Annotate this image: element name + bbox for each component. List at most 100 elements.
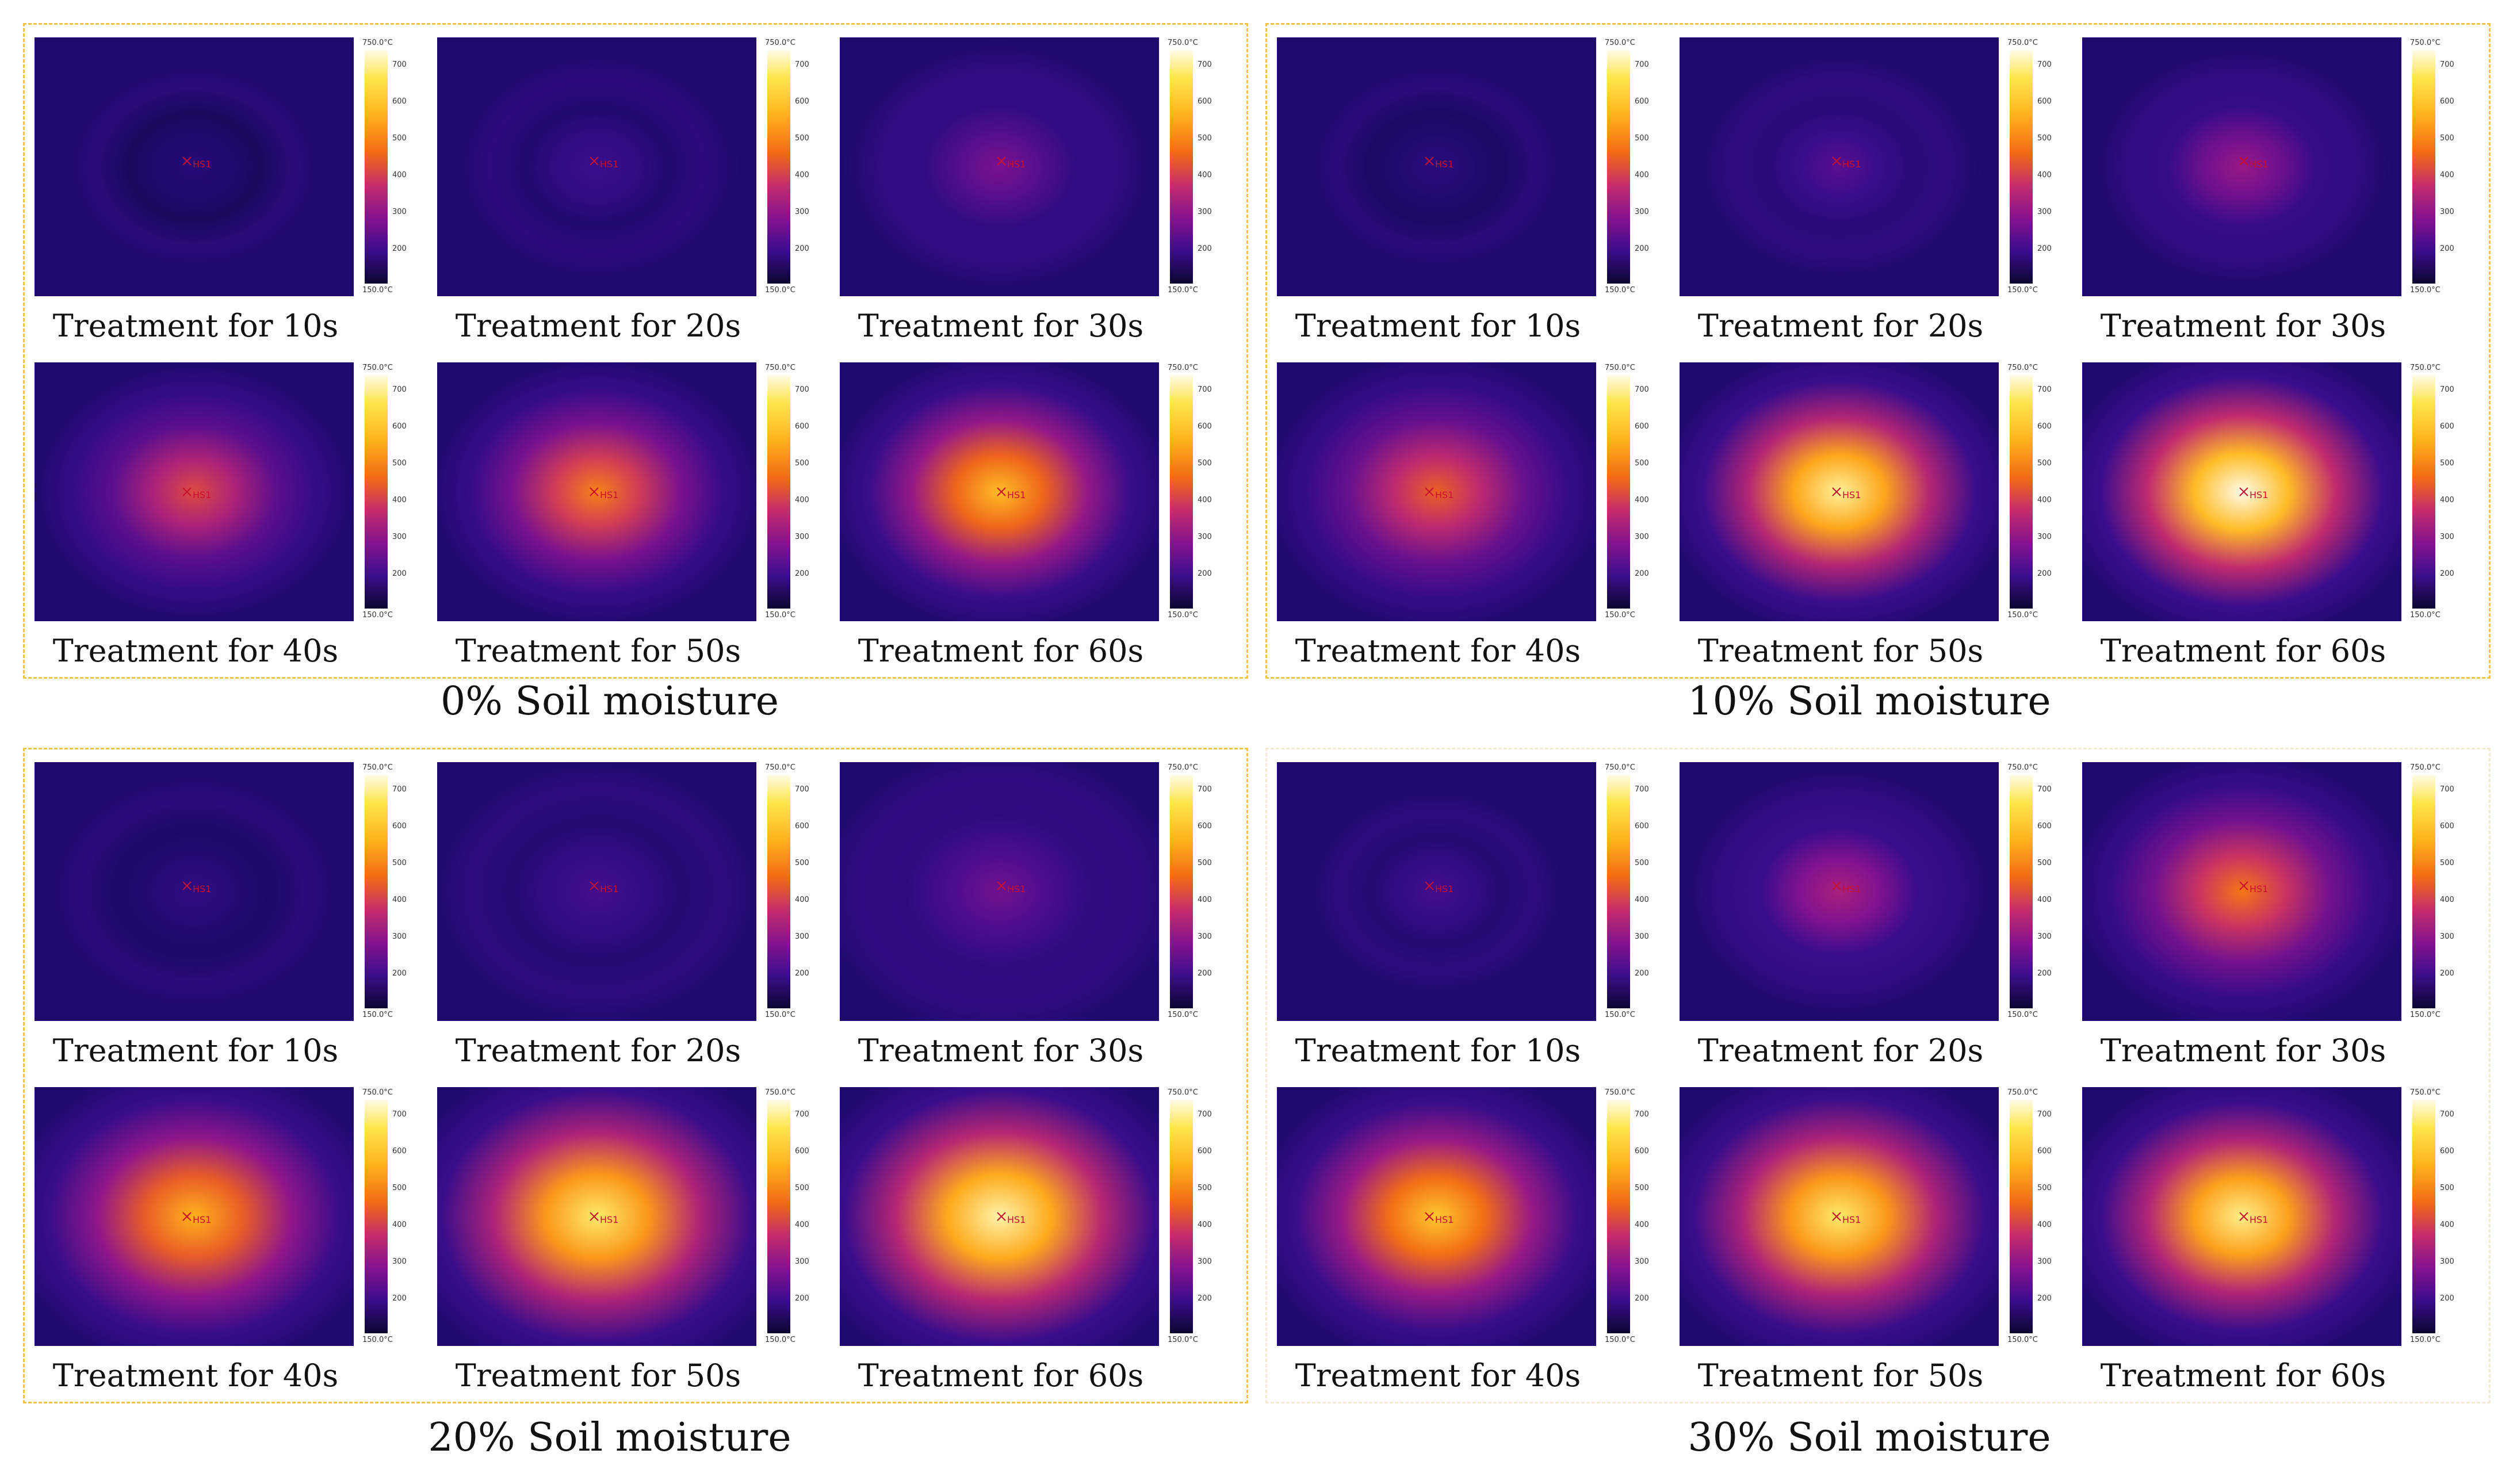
scale-tick-label: 500: [392, 1184, 407, 1192]
scale-tick-label: 700: [2037, 785, 2052, 794]
scale-tick-label: 600: [392, 1147, 407, 1156]
scale-tick-label: 700: [1198, 385, 1212, 394]
hotspot-marker-label: HS1: [600, 159, 619, 170]
hotspot-marker-label: HS1: [193, 1214, 212, 1225]
panel-caption: Treatment for 30s: [2100, 1032, 2386, 1069]
scale-gradient-bar: [365, 1100, 388, 1333]
thermal-image: HS1: [1680, 762, 1999, 1021]
scale-tick-label: 200: [2440, 244, 2454, 253]
panel-caption: Treatment for 60s: [858, 633, 1144, 669]
temperature-scale: 750.0°C 700 600 500 400 300 200 150.0°C: [1168, 762, 1231, 1021]
scale-max-label: 750.0°C: [2007, 1088, 2038, 1097]
scale-tick-label: 400: [2440, 896, 2454, 904]
scale-tick-label: 600: [1635, 422, 1649, 431]
scale-tick-label: 700: [2037, 60, 2052, 69]
panel-caption: Treatment for 20s: [455, 1032, 741, 1069]
panel-caption: Treatment for 40s: [1295, 1357, 1581, 1394]
scale-tick-label: 500: [2440, 859, 2454, 867]
scale-tick-label: 500: [1198, 134, 1212, 143]
scale-tick-label: 200: [2440, 569, 2454, 578]
scale-tick-label: 400: [392, 171, 407, 179]
temperature-scale: 750.0°C 700 600 500 400 300 200 150.0°C: [1605, 762, 1668, 1021]
scale-min-label: 150.0°C: [765, 1011, 795, 1019]
scale-tick-label: 700: [392, 1110, 407, 1119]
hotspot-marker-label: HS1: [2250, 489, 2269, 500]
hotspot-marker-label: HS1: [1007, 1214, 1026, 1225]
scale-tick-label: 600: [1198, 822, 1212, 831]
scale-min-label: 150.0°C: [1605, 1336, 1635, 1344]
thermal-image: HS1: [35, 762, 354, 1021]
temperature-scale: 750.0°C 700 600 500 400 300 200 150.0°C: [2007, 362, 2071, 621]
scale-tick-label: 500: [2037, 459, 2052, 468]
thermal-image: HS1: [35, 362, 354, 621]
hotspot-marker-label: HS1: [2250, 883, 2269, 894]
thermal-image: HS1: [840, 362, 1159, 621]
scale-max-label: 750.0°C: [362, 364, 393, 372]
thermal-image: HS1: [1277, 37, 1596, 296]
scale-tick-label: 400: [795, 496, 809, 504]
scale-tick-label: 300: [1198, 932, 1212, 941]
scale-tick-label: 500: [795, 859, 809, 867]
hotspot-marker-label: HS1: [2250, 159, 2269, 170]
panel-caption: Treatment for 20s: [1697, 308, 1984, 344]
scale-max-label: 750.0°C: [765, 39, 795, 47]
scale-max-label: 750.0°C: [362, 39, 393, 47]
scale-tick-label: 300: [2037, 932, 2052, 941]
scale-tick-label: 200: [2440, 1294, 2454, 1303]
scale-max-label: 750.0°C: [1605, 763, 1635, 772]
scale-min-label: 150.0°C: [1605, 1011, 1635, 1019]
panel-caption: Treatment for 30s: [858, 308, 1144, 344]
scale-min-label: 150.0°C: [2410, 286, 2441, 294]
hotspot-marker-label: HS1: [1007, 159, 1026, 170]
scale-gradient-bar: [365, 50, 388, 284]
group-title: 0% Soil moisture: [440, 679, 779, 724]
thermal-image: HS1: [2082, 1087, 2401, 1346]
panel-caption: Treatment for 60s: [2100, 1357, 2386, 1394]
scale-tick-label: 600: [2037, 1147, 2052, 1156]
hotspot-marker-label: HS1: [1435, 1214, 1454, 1225]
scale-tick-label: 200: [1198, 569, 1212, 578]
scale-tick-label: 600: [2440, 1147, 2454, 1156]
scale-max-label: 750.0°C: [2007, 364, 2038, 372]
scale-tick-label: 400: [392, 1221, 407, 1229]
scale-tick-label: 200: [2037, 244, 2052, 253]
scale-tick-label: 200: [1635, 244, 1649, 253]
scale-tick-label: 300: [2440, 533, 2454, 541]
temperature-scale: 750.0°C 700 600 500 400 300 200 150.0°C: [2410, 1087, 2473, 1346]
panel-caption: Treatment for 40s: [1295, 633, 1581, 669]
scale-max-label: 750.0°C: [2007, 763, 2038, 772]
hotspot-marker-label: HS1: [600, 1214, 619, 1225]
scale-min-label: 150.0°C: [362, 1011, 393, 1019]
scale-tick-label: 300: [392, 533, 407, 541]
hotspot-marker-label: HS1: [600, 489, 619, 500]
hotspot-marker-label: HS1: [1435, 489, 1454, 500]
scale-tick-label: 200: [1635, 569, 1649, 578]
scale-tick-label: 200: [2440, 969, 2454, 978]
scale-gradient-bar: [1607, 50, 1630, 284]
temperature-scale: 750.0°C 700 600 500 400 300 200 150.0°C: [362, 362, 426, 621]
scale-gradient-bar: [2010, 775, 2033, 1008]
scale-tick-label: 400: [1635, 1221, 1649, 1229]
panel-caption: Treatment for 10s: [1295, 308, 1581, 344]
scale-max-label: 750.0°C: [2007, 39, 2038, 47]
scale-tick-label: 600: [2037, 422, 2052, 431]
thermal-image: HS1: [1277, 1087, 1596, 1346]
scale-tick-label: 400: [1635, 496, 1649, 504]
scale-tick-label: 400: [2037, 171, 2052, 179]
thermal-image: HS1: [1680, 1087, 1999, 1346]
scale-max-label: 750.0°C: [1168, 763, 1198, 772]
scale-tick-label: 300: [1635, 1257, 1649, 1266]
thermal-image: HS1: [840, 762, 1159, 1021]
scale-tick-label: 400: [2440, 1221, 2454, 1229]
scale-tick-label: 500: [392, 134, 407, 143]
hotspot-marker-label: HS1: [1007, 489, 1026, 500]
temperature-scale: 750.0°C 700 600 500 400 300 200 150.0°C: [765, 1087, 828, 1346]
panel-caption: Treatment for 50s: [1697, 633, 1984, 669]
hotspot-marker-label: HS1: [193, 159, 212, 170]
scale-tick-label: 600: [795, 97, 809, 106]
scale-gradient-bar: [2412, 375, 2435, 609]
scale-gradient-bar: [1607, 775, 1630, 1008]
scale-max-label: 750.0°C: [765, 1088, 795, 1097]
scale-tick-label: 500: [1635, 859, 1649, 867]
scale-gradient-bar: [1170, 775, 1193, 1008]
